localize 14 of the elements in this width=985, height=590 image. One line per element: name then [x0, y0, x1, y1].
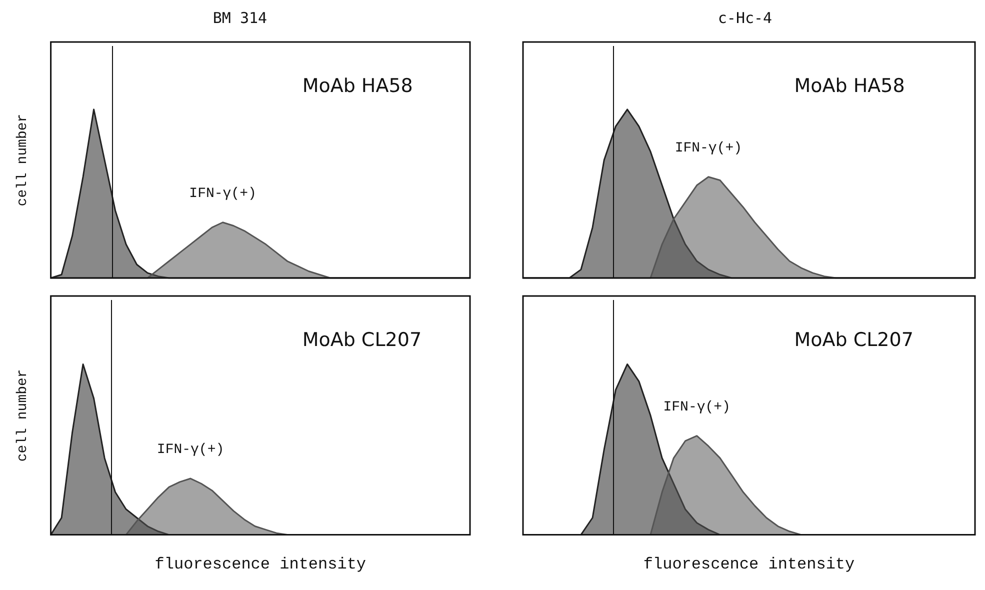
text: MoAb CL207 [794, 328, 914, 351]
x-axis-title: fluorescence intensity [154, 556, 366, 574]
text: MoAb CL207 [302, 328, 422, 351]
text: MoAb HA58 [302, 74, 413, 97]
y-axis-title: cell number [15, 369, 32, 462]
text: IFN-γ(+) [189, 186, 256, 202]
chart-title: BM 314 [212, 8, 268, 27]
x-axis-title: fluorescence intensity [643, 556, 856, 574]
text: IFN-γ(+) [674, 140, 742, 157]
text: IFN-γ(+) [663, 400, 730, 416]
chart-title: c-Hc-4 [718, 8, 772, 27]
text: IFN-γ(+) [156, 442, 224, 458]
text: MoAb HA58 [794, 74, 905, 97]
y-axis-title: cell number [15, 114, 32, 206]
